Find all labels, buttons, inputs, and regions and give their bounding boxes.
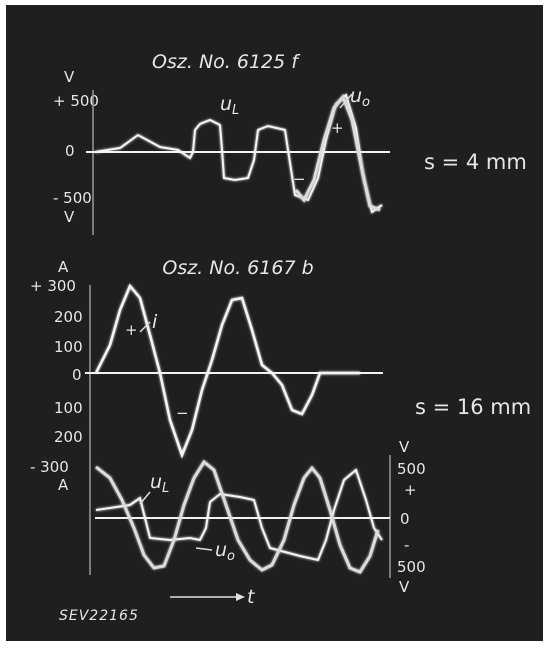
- top-ytick-neg500: - 500: [53, 189, 92, 207]
- bottom-leader-i: [139, 321, 151, 333]
- top-leader-uo: [339, 93, 353, 109]
- bottom-title: Osz. No. 6167 b: [162, 257, 313, 279]
- bottom-sign-plus: +: [125, 321, 138, 339]
- bottom-label-i: i: [152, 311, 158, 333]
- bottom-leader-uo: [195, 547, 213, 551]
- bottom-leader-uL: [139, 491, 151, 505]
- top-sign-plus: +: [331, 119, 344, 137]
- photo-background: [6, 5, 543, 641]
- top-ytick-pos500: + 500: [53, 92, 99, 110]
- bottom-ytick-100-lower: 100: [54, 399, 83, 417]
- bottom-ytick-100-upper: 100: [54, 338, 83, 356]
- top-title: Osz. No. 6125 f: [152, 51, 301, 73]
- bottom-y-unit-top: A: [58, 258, 69, 276]
- bottom-ytick-pos300: + 300: [30, 277, 76, 295]
- gap-label-top: s = 4 mm: [424, 150, 527, 174]
- bottom-y-unit-bottom: A: [58, 476, 69, 494]
- top-y-unit-bottom: V: [64, 208, 75, 226]
- bottom-ytick-200-upper: 200: [54, 308, 83, 326]
- bottom-oscillogram: Osz. No. 6167 b A A + 300 200 100 0 100 …: [30, 257, 426, 596]
- time-arrow: [170, 593, 245, 601]
- bottom-vtick-pos500: 500: [397, 460, 426, 478]
- bottom-v-unit-bottom: V: [399, 578, 410, 596]
- trace-top-uo: [294, 94, 381, 212]
- gap-label-bottom: s = 16 mm: [415, 395, 531, 419]
- bottom-ytick-neg300: - 300: [30, 458, 69, 476]
- trace-bottom-uL: [95, 468, 383, 562]
- top-y-unit-top: V: [64, 68, 75, 86]
- bottom-sign-minus: −: [176, 404, 189, 422]
- bottom-vtick-minus: -: [404, 536, 409, 554]
- bottom-v-unit-top: V: [399, 438, 410, 456]
- bottom-vtick-0: 0: [400, 510, 410, 528]
- trace-bottom-uo: [95, 459, 380, 574]
- top-sign-minus: −: [293, 170, 306, 188]
- bottom-vtick-plus: +: [404, 481, 417, 499]
- bottom-ytick-0: 0: [72, 366, 82, 384]
- trace-bottom-i: [94, 283, 360, 459]
- time-axis-label: t: [247, 586, 256, 608]
- reference-code: SEV22165: [59, 608, 139, 624]
- bottom-ytick-200-lower: 200: [54, 428, 83, 446]
- top-ytick-0: 0: [65, 142, 75, 160]
- bottom-vtick-neg500: 500: [397, 558, 426, 576]
